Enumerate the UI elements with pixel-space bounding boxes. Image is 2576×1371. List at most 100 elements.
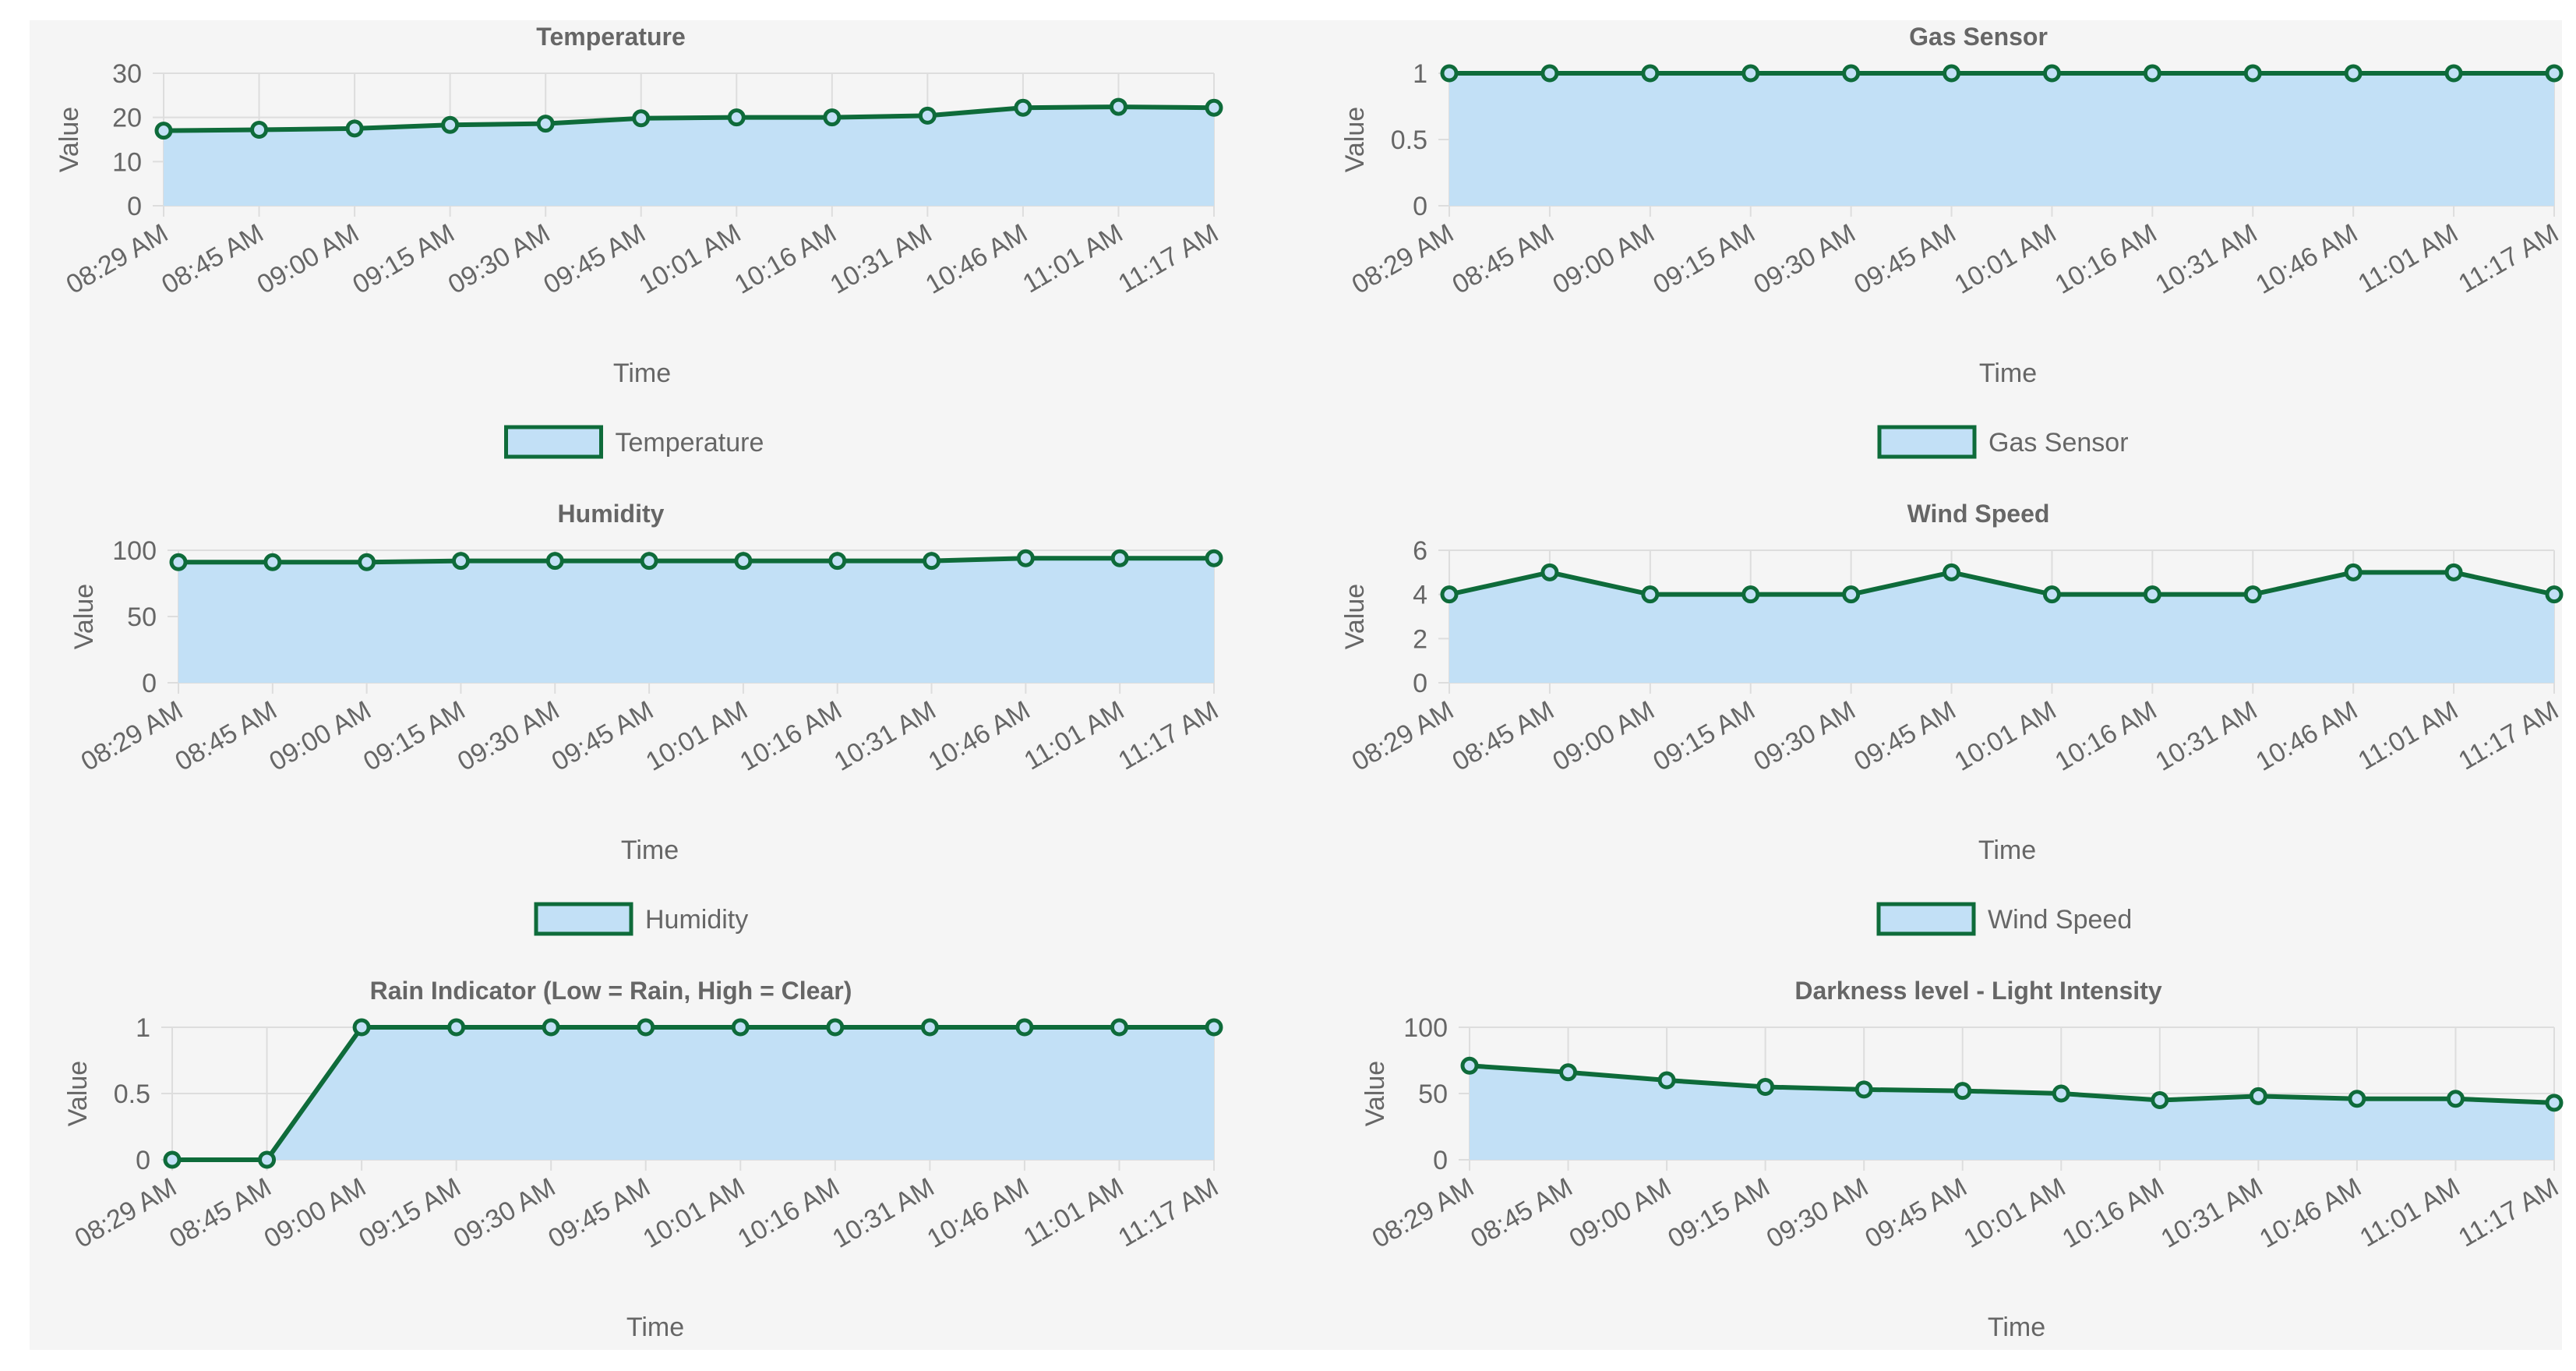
x-tick-label: 10:01 AM: [638, 1172, 750, 1254]
x-tick-label: 10:31 AM: [829, 695, 940, 777]
x-tick-label: 10:16 AM: [2050, 218, 2161, 300]
data-point: [1641, 585, 1660, 604]
x-tick-label: 10:31 AM: [825, 218, 937, 300]
y-tick-label: 2: [1413, 624, 1427, 654]
data-point: [826, 1018, 845, 1037]
y-tick-label: 100: [1403, 1013, 1448, 1043]
data-point: [1540, 563, 1559, 581]
x-tick-label: 09:00 AM: [252, 218, 364, 300]
rain-indicator-chart: Rain Indicator (Low = Rain, High = Clear…: [63, 977, 1223, 1342]
x-tick-label: 08:45 AM: [1466, 1172, 1577, 1254]
x-tick-label: 09:00 AM: [1547, 695, 1659, 777]
data-point: [2143, 64, 2161, 83]
y-axis-title: Value: [1360, 1061, 1390, 1126]
x-tick-label: 08:29 AM: [62, 218, 173, 300]
x-tick-label: 11:17 AM: [1113, 1172, 1223, 1253]
series-area: [164, 107, 1214, 206]
y-axis-title: Value: [69, 584, 99, 649]
data-point: [1110, 1018, 1128, 1037]
x-tick-label: 10:16 AM: [2057, 1172, 2168, 1254]
data-point: [1943, 563, 1961, 581]
data-point: [1440, 64, 1459, 83]
sensor-dashboard: Temperature 0 10 20 30 08:29 AM 08:45 AM 09:00 …: [30, 20, 2564, 1350]
x-tick-label: 09:15 AM: [1648, 218, 1759, 300]
x-tick-label: 08:29 AM: [1347, 218, 1459, 300]
x-tick-label: 10:16 AM: [735, 695, 846, 777]
legend-swatch: [1877, 425, 1977, 459]
data-point: [1109, 97, 1127, 116]
x-tick-label: 11:01 AM: [1018, 1172, 1128, 1253]
data-point: [1205, 549, 1223, 567]
data-point: [2344, 64, 2363, 83]
x-tick-label: 11:17 AM: [1113, 695, 1223, 776]
data-point: [734, 552, 753, 571]
x-tick-label: 09:45 AM: [547, 695, 658, 777]
series-area: [178, 558, 1214, 683]
legend-label: Gas Sensor: [1988, 428, 2129, 458]
x-tick-label: 10:16 AM: [729, 218, 841, 300]
data-point: [1016, 549, 1035, 567]
x-tick-label: 11:01 AM: [1019, 695, 1129, 776]
legend-swatch: [504, 425, 603, 459]
x-tick-label: 09:00 AM: [1565, 1172, 1676, 1254]
data-point: [542, 1018, 560, 1037]
x-tick-label: 10:46 AM: [920, 218, 1032, 300]
y-axis-title: Value: [1340, 584, 1370, 649]
data-point: [731, 1018, 750, 1037]
data-point: [1559, 1063, 1578, 1082]
data-point: [2243, 64, 2262, 83]
data-point: [1943, 64, 1961, 83]
data-point: [2042, 585, 2061, 604]
x-tick-label: 10:31 AM: [2151, 218, 2262, 300]
series-area: [1449, 73, 2554, 206]
data-point: [258, 1150, 277, 1169]
x-tick-label: 10:01 AM: [1959, 1172, 2070, 1254]
x-tick-label: 10:46 AM: [2251, 218, 2363, 300]
x-tick-label: 10:46 AM: [2251, 695, 2363, 777]
legend-swatch: [534, 902, 633, 936]
chart-title: Darkness level - Light Intensity: [1794, 977, 2161, 1005]
y-tick-label: 0: [127, 192, 142, 221]
data-point: [1540, 64, 1559, 83]
x-tick-label: 09:45 AM: [1860, 1172, 1971, 1254]
data-point: [632, 109, 651, 128]
x-tick-label: 09:30 AM: [1749, 695, 1860, 777]
data-point: [2052, 1084, 2070, 1103]
data-point: [918, 106, 937, 125]
data-point: [1015, 1018, 1034, 1037]
data-point: [451, 552, 470, 571]
x-tick-label: 09:00 AM: [259, 1172, 371, 1254]
data-point: [1460, 1056, 1479, 1075]
y-axis-title: Value: [1340, 107, 1370, 172]
series-area: [172, 1027, 1214, 1160]
x-axis-title: Time: [626, 1313, 684, 1342]
data-point: [2444, 563, 2463, 581]
y-tick-label: 0: [1413, 192, 1427, 221]
x-tick-label: 08:29 AM: [70, 1172, 182, 1254]
y-tick-label: 1: [136, 1013, 150, 1043]
data-point: [2545, 1094, 2564, 1112]
y-tick-label: 0: [1413, 669, 1427, 698]
legend-label: Wind Speed: [1988, 905, 2132, 935]
data-point: [2545, 64, 2564, 83]
data-point: [358, 553, 376, 571]
data-point: [154, 122, 173, 140]
y-tick-label: 20: [112, 104, 142, 133]
y-axis-title: Value: [55, 107, 84, 172]
data-point: [447, 1018, 466, 1037]
data-point: [163, 1150, 182, 1169]
x-tick-label: 10:01 AM: [1950, 218, 2061, 300]
series-area: [1449, 572, 2554, 683]
y-tick-label: 0: [142, 669, 157, 698]
data-point: [923, 552, 941, 571]
x-tick-label: 08:45 AM: [157, 218, 268, 300]
data-point: [727, 108, 746, 127]
x-tick-label: 08:29 AM: [76, 695, 188, 777]
x-tick-label: 11:17 AM: [2454, 1172, 2564, 1253]
x-tick-label: 11:01 AM: [2353, 695, 2463, 776]
x-tick-label: 10:31 AM: [827, 1172, 939, 1254]
x-axis-title: Time: [1978, 836, 2036, 865]
